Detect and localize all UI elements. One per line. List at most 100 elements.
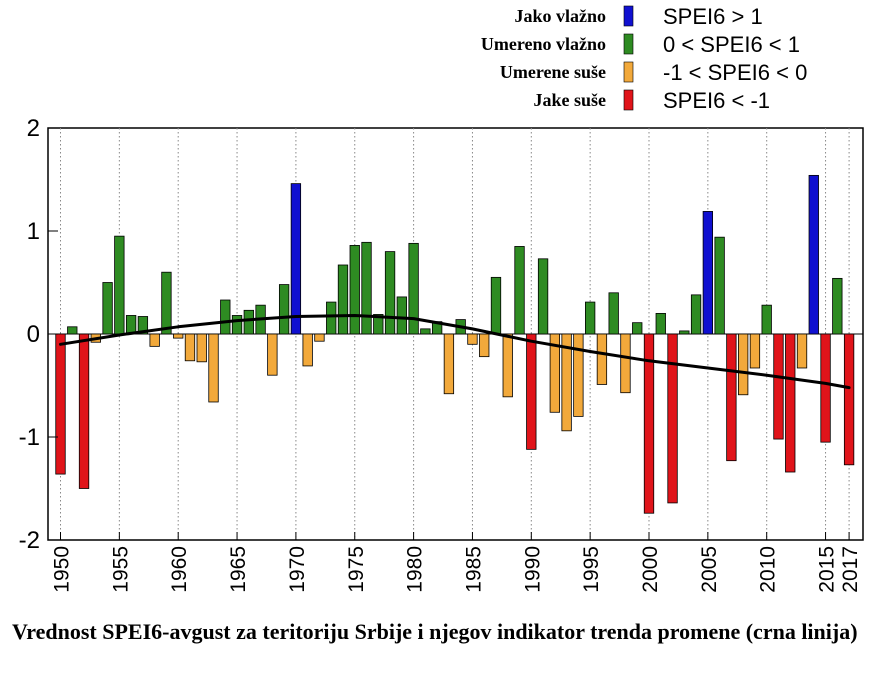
legend-swatch bbox=[623, 33, 634, 55]
y-tick-label: 0 bbox=[27, 321, 40, 348]
legend-label: Umereno vlažno bbox=[481, 34, 606, 54]
bar-1952 bbox=[78, 333, 90, 489]
bar-1978 bbox=[384, 251, 396, 335]
legend-label: Jako vlažno bbox=[514, 6, 606, 26]
bar-1976 bbox=[361, 241, 372, 335]
bar-1970 bbox=[290, 183, 302, 335]
legend-range-label: SPEI6 < -1 bbox=[663, 88, 770, 113]
legend: Jako vlažno SPEI6 > 1 Umereno vlažno 0 < SP… bbox=[481, 4, 807, 113]
legend-range-label: SPEI6 > 1 bbox=[663, 4, 763, 29]
bar-1980 bbox=[408, 242, 419, 335]
y-tick-label: -2 bbox=[19, 527, 40, 554]
x-tick-label: 1990 bbox=[521, 546, 544, 593]
bar-1962 bbox=[196, 333, 207, 363]
y-axis: 2 1 0 -1 -2 bbox=[19, 115, 58, 554]
trend-line bbox=[59, 314, 851, 390]
x-tick-label: 1980 bbox=[404, 546, 427, 593]
bar-1958 bbox=[149, 333, 160, 347]
bar-1986 bbox=[479, 333, 490, 358]
x-axis: 1950 1955 1960 1965 1970 1975 1980 1985 1990 1995… bbox=[51, 532, 862, 593]
figure-caption: Vrednost SPEI6-avgust za teritoriju Srbi… bbox=[12, 619, 858, 644]
bar-1989 bbox=[514, 246, 525, 335]
bar-2001 bbox=[655, 312, 666, 335]
bar-1999 bbox=[632, 322, 643, 335]
bar-1975 bbox=[349, 245, 360, 335]
bar-1996 bbox=[596, 333, 608, 385]
bar-1974 bbox=[337, 264, 349, 335]
bar-2013 bbox=[796, 333, 808, 369]
spei6-chart: Jako vlažno SPEI6 > 1 Umereno vlažno 0 < SP… bbox=[19, 4, 864, 593]
bar-1990 bbox=[526, 333, 537, 450]
grid bbox=[60, 128, 850, 540]
legend-swatch bbox=[623, 61, 634, 83]
bar-2007 bbox=[726, 333, 737, 462]
bar-2008 bbox=[738, 333, 749, 396]
y-tick-label: 1 bbox=[27, 218, 40, 245]
bar-2004 bbox=[690, 294, 702, 335]
bar-2010 bbox=[761, 304, 772, 335]
x-tick-label: 2005 bbox=[698, 546, 721, 593]
bars bbox=[55, 174, 855, 514]
bar-1959 bbox=[161, 271, 172, 335]
x-tick-label: 1985 bbox=[462, 546, 485, 593]
bar-1972 bbox=[314, 333, 325, 342]
legend-range-label: -1 < SPEI6 < 0 bbox=[663, 60, 807, 85]
legend-label: Jake suše bbox=[533, 90, 606, 110]
legend-label: Umerene suše bbox=[500, 62, 606, 82]
bar-1991 bbox=[537, 258, 549, 335]
y-tick-label: -1 bbox=[19, 424, 40, 451]
bar-1969 bbox=[278, 284, 290, 335]
bar-1981 bbox=[420, 328, 431, 335]
bar-1956 bbox=[125, 315, 137, 335]
x-tick-label: 2015 bbox=[816, 546, 839, 593]
bar-1966 bbox=[243, 309, 254, 335]
bar-1985 bbox=[467, 333, 478, 345]
bar-1983 bbox=[443, 333, 455, 395]
bar-1979 bbox=[396, 296, 407, 335]
y-tick-label: 2 bbox=[27, 115, 40, 142]
bar-1955 bbox=[114, 235, 125, 335]
bar-2009 bbox=[749, 333, 761, 369]
bar-1998 bbox=[620, 333, 631, 394]
bar-1961 bbox=[184, 333, 196, 362]
bar-2017 bbox=[843, 333, 855, 466]
x-tick-label: 1950 bbox=[51, 546, 74, 593]
bar-1992 bbox=[549, 333, 560, 413]
bar-1957 bbox=[137, 316, 149, 335]
bar-2015 bbox=[820, 333, 831, 443]
bar-1987 bbox=[490, 276, 502, 335]
bar-2012 bbox=[785, 333, 796, 473]
x-tick-label: 1960 bbox=[168, 546, 191, 593]
bar-1973 bbox=[326, 301, 337, 335]
bar-1963 bbox=[208, 333, 219, 403]
legend-swatch bbox=[623, 5, 634, 27]
bar-2014 bbox=[808, 174, 819, 335]
bar-1971 bbox=[302, 333, 313, 367]
bar-1965 bbox=[231, 315, 243, 335]
trend-polyline bbox=[59, 314, 851, 390]
x-tick-label: 1995 bbox=[580, 546, 603, 593]
x-tick-label: 2000 bbox=[639, 546, 662, 593]
bar-1995 bbox=[585, 301, 596, 335]
bar-1997 bbox=[608, 292, 619, 335]
bar-1988 bbox=[502, 333, 513, 398]
bar-1993 bbox=[561, 333, 572, 432]
bar-2006 bbox=[714, 236, 725, 335]
legend-range-label: 0 < SPEI6 < 1 bbox=[663, 32, 800, 57]
bar-1968 bbox=[267, 333, 278, 376]
x-tick-label: 2010 bbox=[757, 546, 780, 593]
bar-2016 bbox=[832, 277, 843, 335]
bar-1994 bbox=[573, 333, 584, 417]
x-tick-label: 1965 bbox=[227, 546, 250, 593]
bar-1954 bbox=[102, 282, 113, 335]
bar-1950 bbox=[55, 333, 66, 475]
bar-2005 bbox=[702, 211, 713, 335]
x-tick-label: 1970 bbox=[286, 546, 309, 593]
bar-1964 bbox=[220, 299, 231, 335]
x-tick-label: 1955 bbox=[109, 546, 132, 593]
bar-1977 bbox=[373, 314, 384, 335]
bar-2011 bbox=[773, 333, 784, 440]
legend-swatch bbox=[623, 89, 634, 111]
bar-1951 bbox=[67, 326, 78, 335]
bar-1960 bbox=[173, 333, 184, 339]
